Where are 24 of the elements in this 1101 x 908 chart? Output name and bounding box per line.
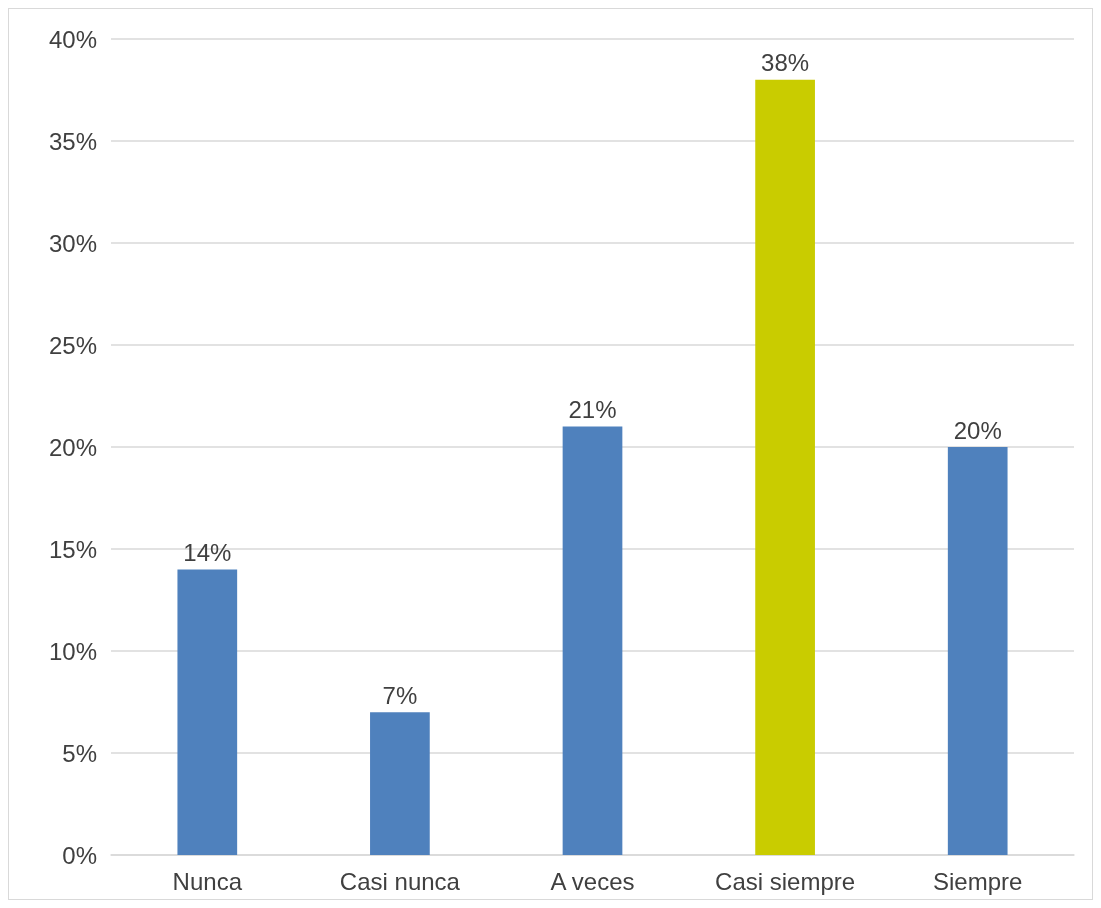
y-tick-label: 35%	[48, 127, 97, 155]
bar	[755, 79, 815, 855]
y-tick-label: 15%	[48, 535, 97, 563]
y-tick-label: 5%	[62, 739, 97, 767]
x-tick-label: A veces	[550, 867, 635, 895]
bar	[177, 569, 238, 855]
y-tick-label: 10%	[48, 637, 97, 665]
bar	[947, 447, 1008, 855]
x-tick-label: Nunca	[172, 867, 243, 895]
data-label: 14%	[183, 538, 232, 566]
y-tick-label: 40%	[48, 25, 97, 53]
x-tick-label: Casi siempre	[715, 867, 856, 895]
y-tick-label: 25%	[48, 331, 97, 359]
x-tick-label: Casi nunca	[339, 867, 461, 895]
data-label: 7%	[382, 681, 418, 709]
data-label: 20%	[953, 416, 1002, 444]
y-tick-label: 30%	[48, 229, 97, 257]
data-label: 38%	[761, 49, 810, 77]
y-tick-label: 0%	[62, 841, 97, 869]
data-label: 21%	[568, 396, 617, 424]
x-tick-label: Siempre	[933, 867, 1023, 895]
bar	[370, 712, 430, 855]
y-tick-label: 20%	[48, 433, 97, 461]
bar	[562, 426, 623, 855]
